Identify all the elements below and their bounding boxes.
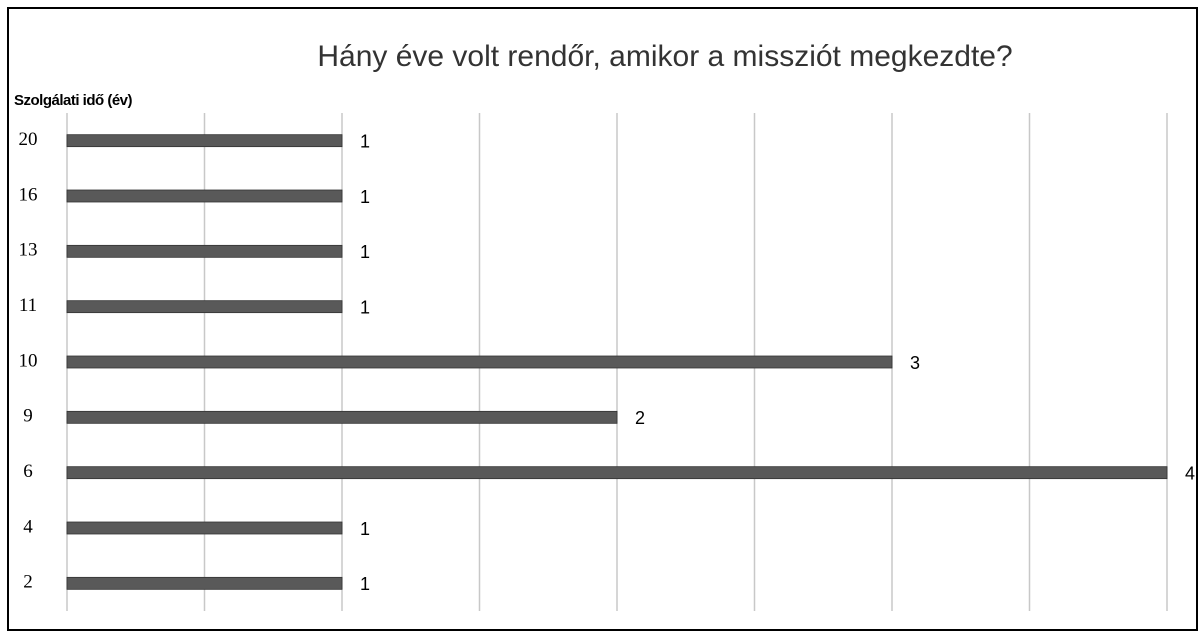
bar <box>66 244 343 258</box>
data-label: 1 <box>360 574 370 594</box>
bar <box>66 189 343 203</box>
chart-title: Hány éve volt rendőr, amikor a missziót … <box>317 40 1012 73</box>
y-tick-label: 16 <box>19 184 38 205</box>
y-tick-label: 13 <box>19 240 38 261</box>
y-tick-label: 2 <box>23 572 33 593</box>
bar <box>66 300 343 314</box>
data-label: 1 <box>360 242 370 262</box>
data-label: 2 <box>635 408 645 428</box>
bar <box>66 134 343 148</box>
y-axis-label: Szolgálati idő (év) <box>14 92 133 109</box>
data-label: 1 <box>360 519 370 539</box>
data-label: 1 <box>360 187 370 207</box>
y-tick-label: 10 <box>19 350 38 371</box>
y-tick-label: 6 <box>23 461 33 482</box>
bar <box>66 410 618 424</box>
data-label: 1 <box>360 131 370 151</box>
bar <box>66 355 893 369</box>
data-label: 1 <box>360 297 370 317</box>
bar <box>66 576 343 590</box>
data-label: 4 <box>1185 463 1195 483</box>
y-tick-label: 9 <box>23 406 33 427</box>
frame <box>7 7 1198 631</box>
bar <box>66 466 1168 480</box>
y-tick-label: 4 <box>23 516 33 537</box>
bar <box>66 521 343 535</box>
y-tick-label: 11 <box>19 295 37 316</box>
data-label: 3 <box>910 353 920 373</box>
y-tick-label: 20 <box>19 129 38 150</box>
